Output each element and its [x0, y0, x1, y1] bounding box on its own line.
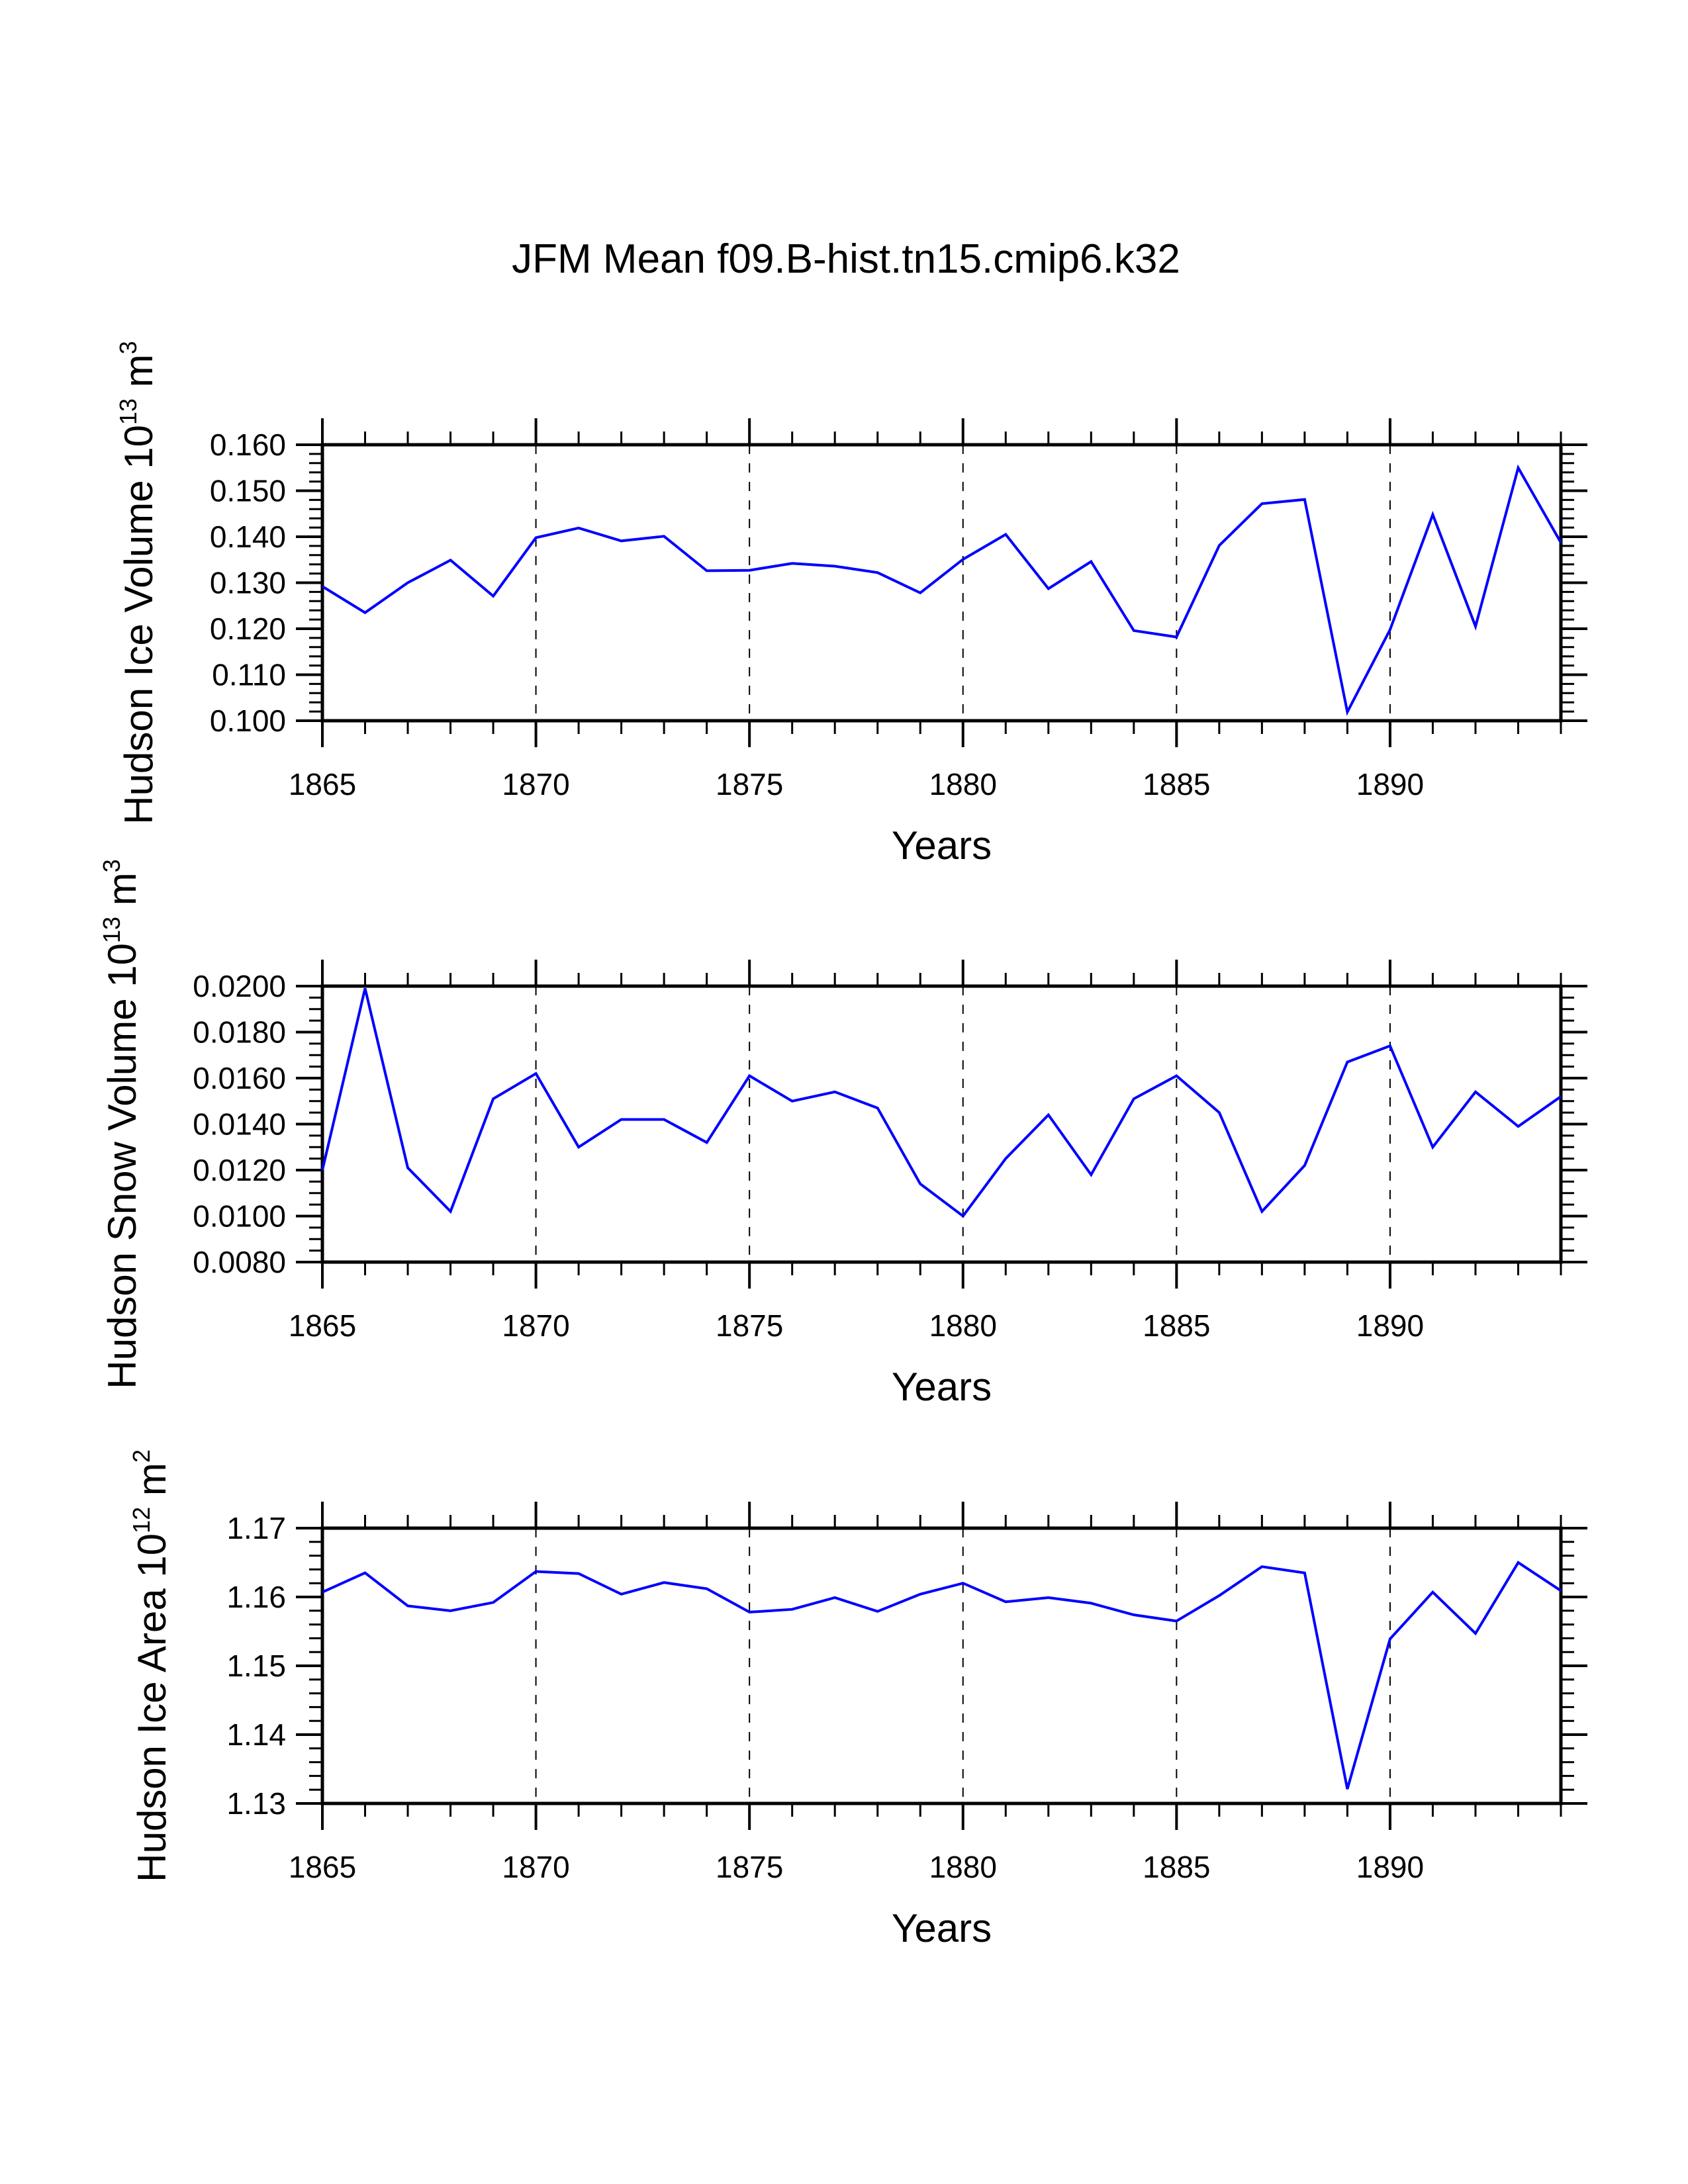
y-tick-label: 0.100 — [210, 704, 286, 738]
y-tick-label: 0.0200 — [193, 969, 286, 1003]
y-axis-label: Hudson Snow Volume 1013 m3 — [98, 859, 144, 1389]
y-tick-label: 0.0100 — [193, 1199, 286, 1234]
x-tick-label: 1875 — [716, 767, 783, 801]
y-tick-label: 0.160 — [210, 428, 286, 462]
x-tick-label: 1870 — [502, 767, 569, 801]
x-tick-label: 1880 — [929, 1850, 997, 1884]
y-tick-label: 0.110 — [212, 658, 286, 692]
x-axis-label: Years — [892, 1365, 992, 1409]
x-tick-label: 1880 — [929, 1308, 997, 1343]
x-tick-label: 1865 — [289, 767, 356, 801]
y-tick-label: 1.15 — [226, 1649, 286, 1683]
x-axis-label: Years — [892, 823, 992, 868]
y-axis-label: Hudson Ice Area 1012 m2 — [128, 1449, 174, 1882]
y-tick-label: 0.0160 — [193, 1061, 286, 1095]
x-tick-label: 1885 — [1143, 767, 1210, 801]
y-tick-label: 0.0080 — [193, 1245, 286, 1279]
x-tick-label: 1885 — [1143, 1308, 1210, 1343]
y-axis-label: Hudson Ice Volume 1013 m3 — [115, 341, 161, 824]
y-tick-label: 0.140 — [210, 520, 286, 554]
panel-snow-volume: 1865 1870 1875 1880 1885 1890 Years 0.0080 0.010… — [98, 859, 1587, 1409]
x-tick-label: 1880 — [929, 767, 997, 801]
panel-ice-area: 1865 1870 1875 1880 1885 1890 Years 1.13 1.14 1.1… — [128, 1449, 1587, 1950]
x-tick-label: 1875 — [716, 1850, 783, 1884]
y-tick-label: 0.150 — [210, 474, 286, 508]
series-line — [321, 464, 1562, 716]
x-tick-label: 1890 — [1356, 767, 1424, 801]
x-axis-label: Years — [892, 1906, 992, 1950]
chart-title: JFM Mean f09.B-hist.tn15.cmip6.k32 — [512, 236, 1180, 282]
panels: 1865 1870 1875 1880 1885 1890 Years 0.100 0.110 0… — [98, 341, 1587, 1950]
y-tick-label: 0.130 — [210, 566, 286, 600]
x-tick-label: 1890 — [1356, 1308, 1424, 1343]
x-tick-label: 1865 — [289, 1850, 356, 1884]
y-tick-label: 0.0180 — [193, 1015, 286, 1050]
y-tick-label: 0.0140 — [193, 1107, 286, 1142]
x-tick-label: 1870 — [502, 1308, 569, 1343]
y-tick-label: 0.120 — [210, 612, 286, 646]
x-tick-label: 1870 — [502, 1850, 569, 1884]
y-tick-label: 0.0120 — [193, 1153, 286, 1187]
x-tick-label: 1885 — [1143, 1850, 1210, 1884]
x-tick-label: 1890 — [1356, 1850, 1424, 1884]
y-tick-label: 1.13 — [226, 1786, 286, 1821]
y-tick-label: 1.14 — [226, 1717, 286, 1752]
series-line — [322, 1561, 1562, 1790]
x-tick-label: 1865 — [289, 1308, 356, 1343]
panel-ice-volume: 1865 1870 1875 1880 1885 1890 Years 0.100 0.110 0… — [115, 341, 1587, 868]
y-tick-label: 1.16 — [226, 1580, 286, 1614]
series-line — [321, 988, 1562, 1218]
y-tick-label: 1.17 — [226, 1511, 286, 1545]
x-tick-label: 1875 — [716, 1308, 783, 1343]
